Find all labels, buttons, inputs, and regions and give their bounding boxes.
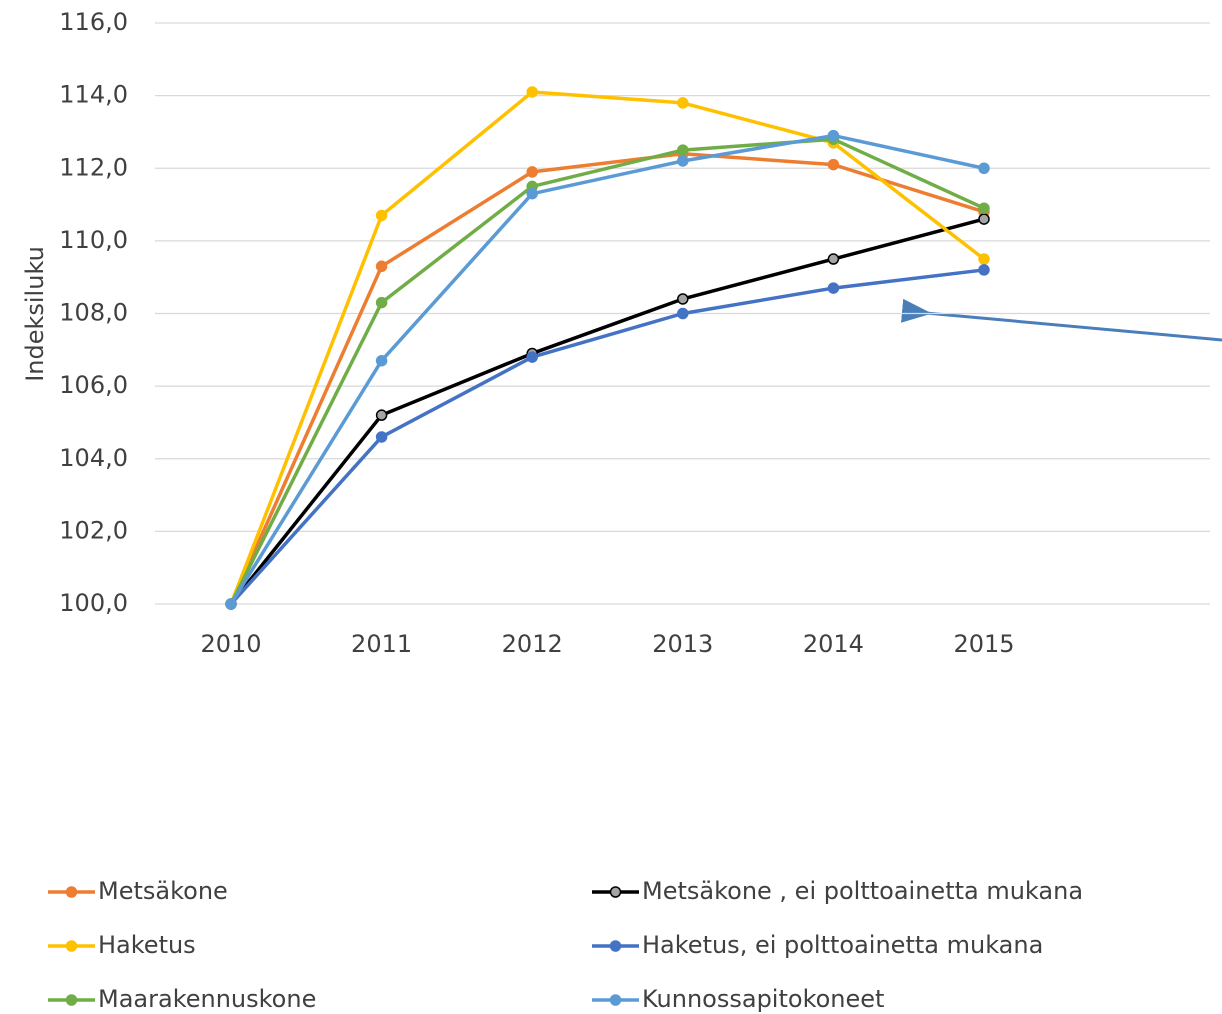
data-point [978, 213, 990, 225]
y-tick-label: 110,0 [59, 226, 128, 254]
data-point [827, 158, 840, 171]
series-line [229, 151, 985, 605]
legend-label: Kunnossapitokoneet [642, 985, 884, 1013]
y-tick-label: 106,0 [59, 371, 128, 399]
series-line [229, 217, 985, 606]
data-point [375, 409, 388, 421]
y-tick-label: 104,0 [59, 444, 128, 472]
series-line [229, 133, 985, 605]
data-point [978, 253, 990, 265]
x-tick-label: 2012 [502, 630, 563, 658]
x-tick-label: 2010 [200, 630, 261, 658]
data-point [526, 166, 538, 178]
legend-marker [609, 994, 622, 1006]
y-tick-label: 112,0 [59, 153, 128, 181]
legend-marker [65, 940, 78, 952]
data-point [375, 209, 388, 222]
data-point [677, 307, 689, 320]
data-point [978, 264, 990, 276]
legend-marker [65, 994, 78, 1006]
legend-label: Haketus [98, 931, 196, 959]
data-point [677, 155, 689, 167]
annotation-arrow [901, 298, 1222, 342]
x-tick-label: 2015 [953, 630, 1014, 658]
data-point [375, 296, 388, 309]
x-tick-label: 2014 [803, 630, 864, 658]
data-point [526, 351, 538, 363]
x-tick-label: 2013 [652, 630, 713, 658]
y-axis-label: Indeksiluku [21, 246, 49, 382]
data-point [375, 431, 388, 443]
data-point [375, 260, 388, 273]
data-point [225, 598, 237, 610]
data-point [827, 129, 840, 142]
data-point [375, 354, 388, 367]
series-line [229, 137, 985, 605]
y-tick-label: 114,0 [59, 81, 128, 109]
data-point [677, 144, 689, 156]
data-point [827, 282, 840, 294]
y-tick-label: 116,0 [59, 8, 128, 36]
legend-label: Metsäkone [98, 877, 228, 905]
legend-label: Haketus, ei polttoainetta mukana [642, 931, 1043, 959]
data-point [526, 187, 538, 200]
series-line [229, 268, 985, 606]
x-tick-label: 2011 [351, 630, 412, 658]
data-point [978, 162, 990, 174]
data-point [677, 293, 689, 305]
legend-marker [65, 886, 78, 898]
series-line [229, 90, 986, 605]
data-point [978, 202, 990, 214]
data-point [827, 253, 840, 265]
data-point [677, 97, 689, 109]
legend-label: Metsäkone , ei polttoainetta mukana [642, 877, 1083, 905]
y-tick-label: 108,0 [59, 299, 128, 327]
y-tick-label: 102,0 [59, 516, 128, 544]
y-tick-label: 100,0 [59, 589, 128, 617]
legend-label: Maarakennuskone [98, 985, 316, 1013]
legend-marker [609, 940, 622, 952]
legend-marker [609, 886, 622, 898]
data-point [526, 86, 538, 98]
